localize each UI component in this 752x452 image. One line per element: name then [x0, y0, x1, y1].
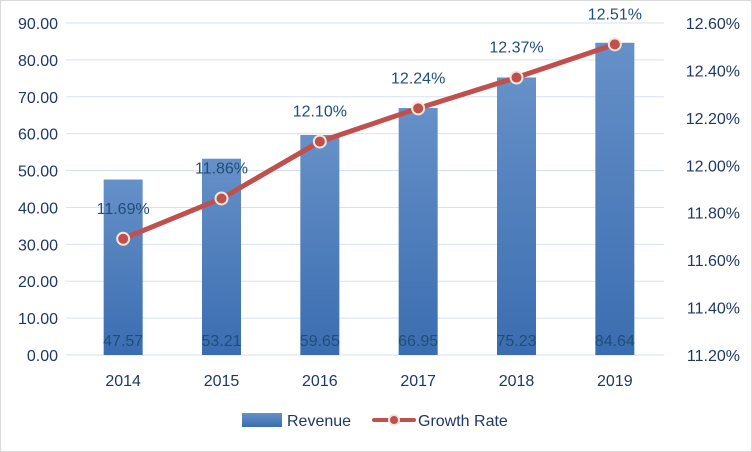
- legend-revenue-swatch: [242, 413, 282, 427]
- revenue-data-label: 75.23: [496, 333, 536, 350]
- y-right-tick-label: 12.40%: [686, 63, 740, 80]
- x-tick-label: 2015: [204, 373, 240, 390]
- revenue-bar: [595, 42, 635, 355]
- y-right-tick-label: 12.00%: [686, 158, 740, 175]
- revenue-data-label: 66.95: [398, 333, 438, 350]
- y-right-tick-label: 11.80%: [687, 206, 740, 223]
- growth-rate-data-label: 12.51%: [588, 6, 642, 23]
- x-tick-label: 2019: [597, 373, 633, 390]
- y-left-tick-label: 70.00: [18, 90, 58, 107]
- legend: Revenue Growth Rate: [242, 413, 508, 430]
- revenue-bar: [398, 108, 438, 355]
- revenue-bar: [497, 77, 536, 355]
- y-right-tick-label: 11.40%: [687, 301, 740, 318]
- y-left-tick-label: 50.00: [18, 164, 58, 181]
- growth-rate-data-label: 12.10%: [293, 104, 347, 121]
- growth-rate-data-label: 12.24%: [391, 70, 445, 87]
- legend-revenue-label: Revenue: [287, 413, 351, 430]
- y-left-tick-label: 0.00: [27, 348, 58, 365]
- growth-rate-point: [116, 231, 131, 246]
- growth-rate-point: [411, 101, 426, 116]
- y-left-tick-label: 60.00: [18, 127, 58, 144]
- growth-rate-point: [312, 134, 327, 149]
- revenue-bar: [300, 134, 340, 355]
- y-left-tick-label: 30.00: [18, 237, 58, 254]
- revenue-data-label: 53.21: [201, 333, 241, 350]
- x-tick-label: 2016: [302, 373, 338, 390]
- y-right-tick-label: 12.20%: [686, 111, 740, 128]
- y-left-tick-label: 20.00: [18, 274, 58, 291]
- y-left-tick-label: 90.00: [18, 16, 58, 33]
- revenue-bar: [103, 179, 143, 355]
- growth-rate-point: [509, 70, 524, 85]
- y-right-tick-label: 12.60%: [686, 16, 740, 33]
- y-left-tick-label: 10.00: [18, 311, 58, 328]
- growth-rate-data-label: 11.86%: [195, 160, 248, 177]
- revenue-data-label: 47.57: [103, 333, 143, 350]
- growth-rate-data-label: 12.37%: [489, 40, 543, 57]
- y-right-tick-label: 11.20%: [687, 348, 740, 365]
- y-right-tick-label: 11.60%: [687, 253, 740, 270]
- x-tick-label: 2017: [400, 373, 436, 390]
- y-left-tick-label: 40.00: [18, 200, 58, 217]
- y-left-tick-label: 80.00: [18, 53, 58, 70]
- revenue-data-label: 59.65: [300, 333, 340, 350]
- x-tick-label: 2014: [105, 373, 141, 390]
- legend-growth-label: Growth Rate: [418, 413, 508, 430]
- growth-rate-line: [122, 41, 616, 242]
- revenue-data-label: 84.64: [595, 333, 635, 350]
- growth-rate-point: [607, 37, 622, 52]
- growth-rate-data-label: 11.69%: [97, 201, 150, 218]
- growth-rate-point: [214, 191, 229, 206]
- legend-growth-marker: [388, 414, 400, 426]
- x-tick-label: 2018: [499, 373, 535, 390]
